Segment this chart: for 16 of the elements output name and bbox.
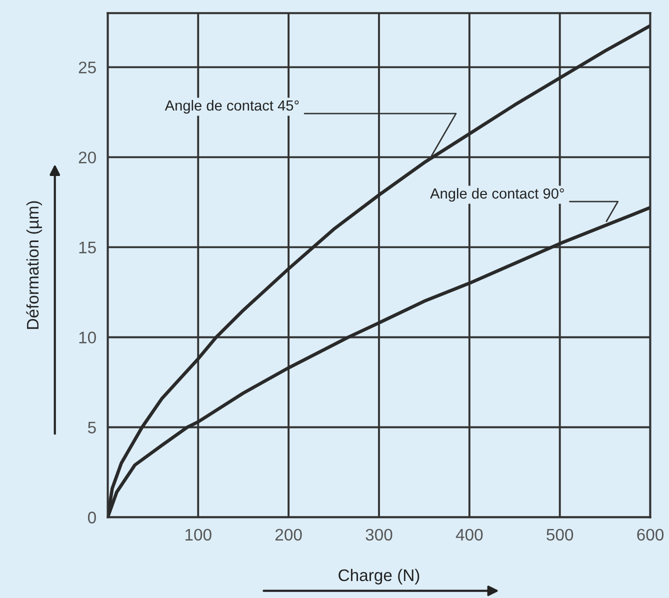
x-tick-label: 400: [456, 528, 483, 541]
x-axis-title: Charge (N): [338, 568, 420, 584]
x-tick-label: 100: [186, 528, 212, 541]
y-tick-label: 15: [79, 242, 96, 254]
x-tick-label: 200: [276, 528, 302, 541]
x-tick-label: 300: [366, 528, 392, 541]
x-tick-label: 600: [637, 528, 664, 541]
y-tick-label: 5: [88, 422, 96, 434]
annotation: Angle de contact 90°: [430, 188, 564, 202]
y-tick-label: 0: [88, 512, 96, 524]
annotation: Angle de contact 45°: [164, 100, 299, 114]
y-axis-title: Déformation (µm): [26, 201, 42, 329]
y-tick-label: 20: [78, 152, 96, 164]
y-tick-label: 10: [79, 332, 96, 344]
y-tick-label: 25: [78, 62, 96, 74]
x-tick-label: 500: [546, 528, 574, 541]
